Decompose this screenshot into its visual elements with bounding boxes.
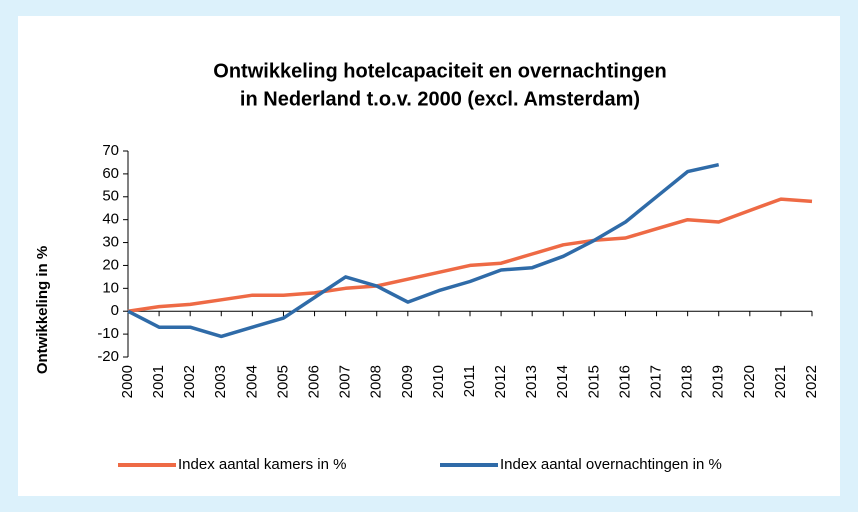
x-tick-label: 2005 <box>274 365 291 398</box>
x-tick-label: 2016 <box>616 365 633 398</box>
y-tick-label: -10 <box>97 325 119 342</box>
y-tick-label: 0 <box>111 302 119 319</box>
x-tick-label: 2000 <box>119 365 136 398</box>
y-axis-title: Ontwikkeling in % <box>34 246 51 374</box>
x-tick-label: 2009 <box>399 365 416 398</box>
x-tick-label: 2008 <box>368 365 385 398</box>
x-tick-label: 2006 <box>306 365 323 398</box>
line-series <box>127 162 720 339</box>
chart-title: in Nederland t.o.v. 2000 (excl. Amsterda… <box>240 88 640 110</box>
x-tick-label: 2007 <box>337 365 354 398</box>
y-tick-label: 60 <box>102 165 119 182</box>
y-tick-label: 10 <box>102 279 119 296</box>
x-tick-label: 2013 <box>523 365 540 398</box>
y-tick-label: 50 <box>102 188 119 205</box>
chart-title: Ontwikkeling hotelcapaciteit en overnach… <box>213 60 666 82</box>
y-tick-label: 70 <box>102 142 119 159</box>
x-tick-label: 2020 <box>741 365 758 398</box>
x-tick-label: 2017 <box>648 365 665 398</box>
x-tick-label: 2003 <box>212 365 229 398</box>
x-tick-label: 2010 <box>430 365 447 398</box>
legend-label: Index aantal kamers in % <box>178 456 346 473</box>
x-tick-label: 2018 <box>679 365 696 398</box>
x-tick-label: 2014 <box>554 365 571 398</box>
y-tick-label: 20 <box>102 256 119 273</box>
x-tick-label: 2022 <box>803 365 820 398</box>
y-tick-label: 30 <box>102 234 119 251</box>
x-tick-label: 2001 <box>150 365 167 398</box>
line-series <box>127 197 813 313</box>
y-tick-label: -20 <box>97 348 119 365</box>
x-tick-label: 2002 <box>181 365 198 398</box>
legend-label: Index aantal overnachtingen in % <box>500 456 722 473</box>
x-tick-label: 2021 <box>772 365 789 398</box>
y-tick-label: 40 <box>102 211 119 228</box>
x-tick-label: 2012 <box>492 365 509 398</box>
x-tick-label: 2019 <box>710 365 727 398</box>
x-tick-label: 2011 <box>461 365 478 397</box>
chart-area <box>18 16 840 496</box>
x-tick-label: 2015 <box>585 365 602 398</box>
x-tick-label: 2004 <box>243 365 260 398</box>
